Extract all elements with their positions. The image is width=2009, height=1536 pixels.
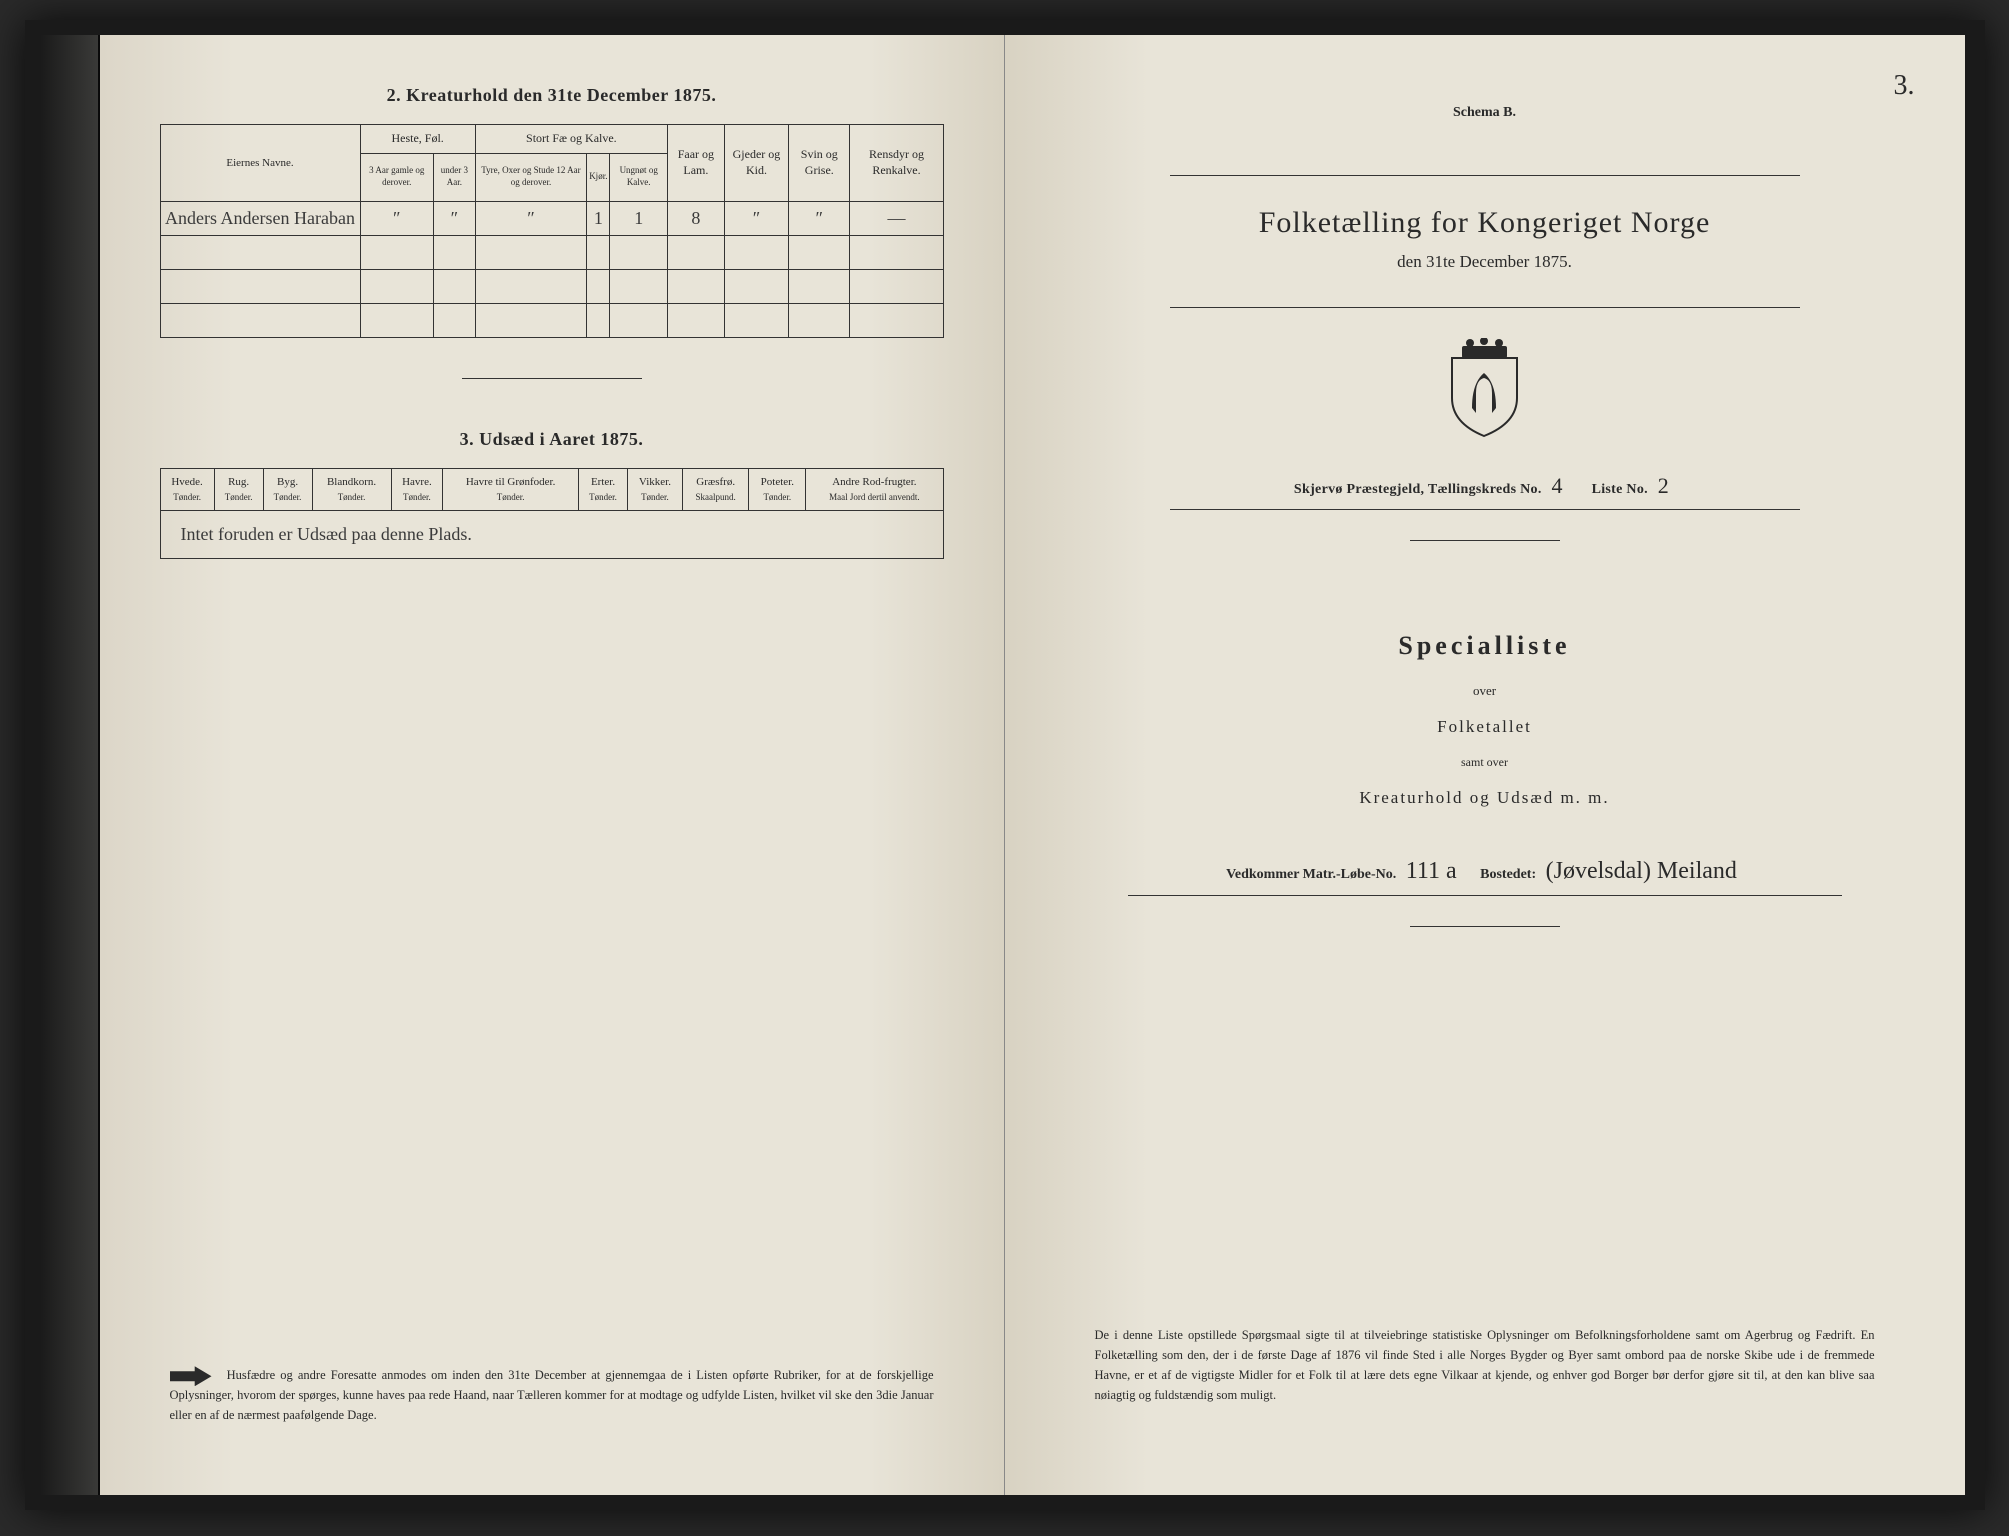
th-hvede: Hvede.Tønder. xyxy=(160,468,214,510)
section2-title: 2. Kreaturhold den 31te December 1875. xyxy=(160,85,944,106)
liste-value: 2 xyxy=(1658,473,1669,498)
right-content: Folketælling for Kongeriget Norge den 31… xyxy=(1065,175,1905,927)
table-row: Intet foruden er Udsæd paa denne Plads. xyxy=(160,510,943,558)
left-page: 2. Kreaturhold den 31te December 1875. E… xyxy=(100,35,1005,1495)
table-row xyxy=(160,235,943,269)
th-gjeder: Gjeder og Kid. xyxy=(724,125,788,202)
th-stort-sub3: Ungnøt og Kalve. xyxy=(610,153,667,201)
rule xyxy=(1170,509,1800,510)
coat-of-arms-icon xyxy=(1442,338,1527,438)
section3-title: 3. Udsæd i Aaret 1875. xyxy=(160,429,944,450)
cell: ″ xyxy=(434,201,476,235)
over-text: over xyxy=(1065,683,1905,699)
rule xyxy=(1170,307,1800,308)
liste-label: Liste No. xyxy=(1592,482,1648,497)
folketallet: Folketallet xyxy=(1065,717,1905,737)
th-eier: Eiernes Navne. xyxy=(160,125,360,202)
matr-value: 111 a xyxy=(1406,858,1457,884)
udsaed-note: Intet foruden er Udsæd paa denne Plads. xyxy=(160,510,943,558)
kreds-value: 4 xyxy=(1551,473,1562,498)
footer-text: Husfædre og andre Foresatte anmodes om i… xyxy=(170,1368,934,1422)
right-footer-note: De i denne Liste opstillede Spørgsmaal s… xyxy=(1095,1325,1875,1405)
th-erter: Erter.Tønder. xyxy=(579,468,628,510)
th-svin: Svin og Grise. xyxy=(789,125,850,202)
th-byg: Byg.Tønder. xyxy=(263,468,312,510)
left-footer-note: Husfædre og andre Foresatte anmodes om i… xyxy=(170,1366,934,1425)
th-faar: Faar og Lam. xyxy=(667,125,724,202)
parish-line: Skjervø Præstegjeld, Tællingskreds No. 4… xyxy=(1065,473,1905,499)
book-spread: 2. Kreaturhold den 31te December 1875. E… xyxy=(25,20,1985,1510)
page-number: 3. xyxy=(1894,70,1915,102)
table-row: Anders Andersen Haraban ″ ″ ″ 1 1 8 ″ ″ … xyxy=(160,201,943,235)
schema-label: Schema B. xyxy=(1453,105,1516,121)
th-andre: Andre Rod-frugter.Maal Jord dertil anven… xyxy=(806,468,943,510)
udsaed-table: Hvede.Tønder. Rug.Tønder. Byg.Tønder. Bl… xyxy=(160,468,944,559)
th-stort-sub2: Kjør. xyxy=(587,153,610,201)
th-poteter: Poteter.Tønder. xyxy=(749,468,806,510)
table-row xyxy=(160,269,943,303)
samt-text: samt over xyxy=(1065,755,1905,770)
right-page: 3. Schema B. Folketælling for Kongeriget… xyxy=(1005,35,1965,1495)
vedkommer-line: Vedkommer Matr.-Løbe-No. 111 a Bostedet:… xyxy=(1065,858,1905,885)
rule xyxy=(1410,540,1560,541)
rule xyxy=(1410,926,1560,927)
bosted-value: (Jøvelsdal) Meiland xyxy=(1546,858,1737,884)
divider xyxy=(462,378,642,379)
cell: 1 xyxy=(587,201,610,235)
table-row xyxy=(160,303,943,337)
th-heste-sub2: under 3 Aar. xyxy=(434,153,476,201)
th-vikker: Vikker.Tønder. xyxy=(627,468,682,510)
th-heste: Heste, Føl. xyxy=(360,125,475,154)
th-rug: Rug.Tønder. xyxy=(214,468,263,510)
th-stort: Stort Fæ og Kalve. xyxy=(475,125,667,154)
book-spine xyxy=(40,35,100,1495)
cell: ″ xyxy=(724,201,788,235)
matr-prefix: Vedkommer Matr.-Løbe-No. xyxy=(1226,867,1396,882)
rule xyxy=(1170,175,1800,176)
th-heste-sub1: 3 Aar gamle og derover. xyxy=(360,153,434,201)
cell: — xyxy=(850,201,943,235)
cell: ″ xyxy=(360,201,434,235)
main-title: Folketælling for Kongeriget Norge xyxy=(1065,206,1905,240)
cell: 1 xyxy=(610,201,667,235)
pointing-hand-icon xyxy=(170,1366,212,1386)
rule xyxy=(1128,895,1842,896)
kreatur-text: Kreaturhold og Udsæd m. m. xyxy=(1065,788,1905,808)
parish-prefix: Skjervø Præstegjeld, Tællingskreds No. xyxy=(1294,482,1542,497)
th-stort-sub1: Tyre, Oxer og Stude 12 Aar og derover. xyxy=(475,153,586,201)
th-rensdyr: Rensdyr og Renkalve. xyxy=(850,125,943,202)
main-date: den 31te December 1875. xyxy=(1065,252,1905,272)
cell: ″ xyxy=(789,201,850,235)
kreaturhold-table: Eiernes Navne. Heste, Føl. Stort Fæ og K… xyxy=(160,124,944,338)
th-blandkorn: Blandkorn.Tønder. xyxy=(312,468,391,510)
special-title: Specialliste xyxy=(1065,631,1905,661)
bosted-label: Bostedet: xyxy=(1480,867,1536,882)
th-havre: Havre.Tønder. xyxy=(391,468,443,510)
th-graesfroe: Græsfrø.Skaalpund. xyxy=(682,468,749,510)
th-havretil: Havre til Grønfoder.Tønder. xyxy=(443,468,579,510)
cell: ″ xyxy=(475,201,586,235)
cell: 8 xyxy=(667,201,724,235)
cell-name: Anders Andersen Haraban xyxy=(160,201,360,235)
